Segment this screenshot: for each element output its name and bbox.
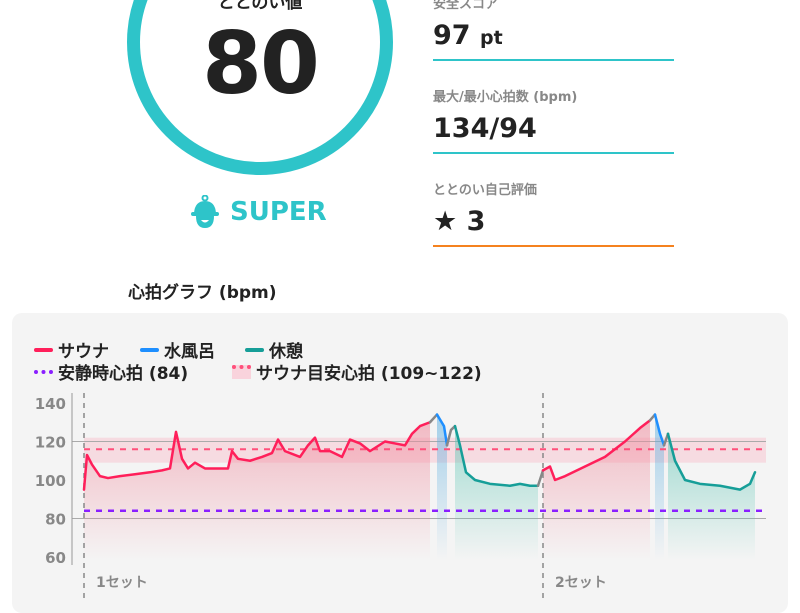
y-tick-label: 140 xyxy=(35,395,66,413)
divider xyxy=(433,152,674,154)
stat-value: 97 xyxy=(433,20,471,51)
stat-self-rating: ととのい自己評価 ★ 3 xyxy=(433,179,674,247)
transition-line xyxy=(536,469,545,488)
star-icon: ★ xyxy=(433,206,458,237)
sauna-area xyxy=(84,422,430,560)
y-tick-label: 60 xyxy=(45,549,66,567)
rest-area xyxy=(668,433,755,560)
rest-line xyxy=(666,432,757,491)
divider xyxy=(433,245,674,247)
sauna-area xyxy=(543,420,650,560)
legend-label: サウナ目安心拍 (109~122) xyxy=(256,364,482,384)
legend-swatch xyxy=(245,347,264,352)
y-tick-label: 120 xyxy=(35,434,66,452)
y-tick-label: 100 xyxy=(35,472,66,490)
sauna-line xyxy=(541,419,652,482)
water-line xyxy=(653,413,666,447)
transition-line xyxy=(445,424,457,447)
stat-label: 最大/最小心拍数 (bpm) xyxy=(433,90,578,105)
water-line xyxy=(435,413,449,447)
legend-rest: 休憩 xyxy=(245,337,303,362)
sauna-hat-icon xyxy=(191,195,219,228)
stat-heart-rate: 最大/最小心拍数 (bpm) 134/94 xyxy=(433,86,674,154)
stat-safety-score: 安全スコア 97 pt xyxy=(433,0,674,61)
legend-target-hr: サウナ目安心拍 (109~122) xyxy=(232,359,482,384)
legend-swatch xyxy=(34,347,53,352)
water-area xyxy=(437,414,447,560)
rest-area xyxy=(455,426,538,560)
stat-unit: pt xyxy=(479,27,503,49)
legend-water: 水風呂 xyxy=(140,337,215,362)
sauna-line xyxy=(82,421,432,491)
graph-title: 心拍グラフ (bpm) xyxy=(128,283,277,303)
legend-label: 安静時心拍 (84) xyxy=(58,364,189,384)
legend-label: 水風呂 xyxy=(164,342,215,362)
rank-badge: SUPER xyxy=(190,195,327,229)
divider xyxy=(433,59,674,61)
score-label: ととのい値 xyxy=(217,0,303,13)
rest-line xyxy=(453,424,540,488)
set-marker-label: 1セット xyxy=(96,575,148,591)
water-area xyxy=(655,414,664,560)
legend-sauna: サウナ xyxy=(34,337,109,362)
legend-swatch xyxy=(34,369,53,374)
legend-label: 休憩 xyxy=(269,342,303,362)
legend-label: サウナ xyxy=(58,342,109,362)
score-value: 80 xyxy=(202,14,320,114)
stat-value: 3 xyxy=(466,206,486,237)
rank-label: SUPER xyxy=(230,197,327,227)
set-marker-label: 2セット xyxy=(555,575,607,591)
legend-swatch xyxy=(232,364,251,379)
legend-swatch xyxy=(140,347,159,352)
stat-value: 134/94 xyxy=(433,113,537,144)
legend-resting-hr: 安静時心拍 (84) xyxy=(34,359,188,384)
transition-line xyxy=(428,413,439,424)
heart-rate-chart: 140 120 100 80 60 1セット 2セット xyxy=(35,393,766,600)
stat-label: 安全スコア xyxy=(433,0,499,12)
stat-label: ととのい自己評価 xyxy=(433,183,537,198)
y-tick-label: 80 xyxy=(45,511,66,529)
